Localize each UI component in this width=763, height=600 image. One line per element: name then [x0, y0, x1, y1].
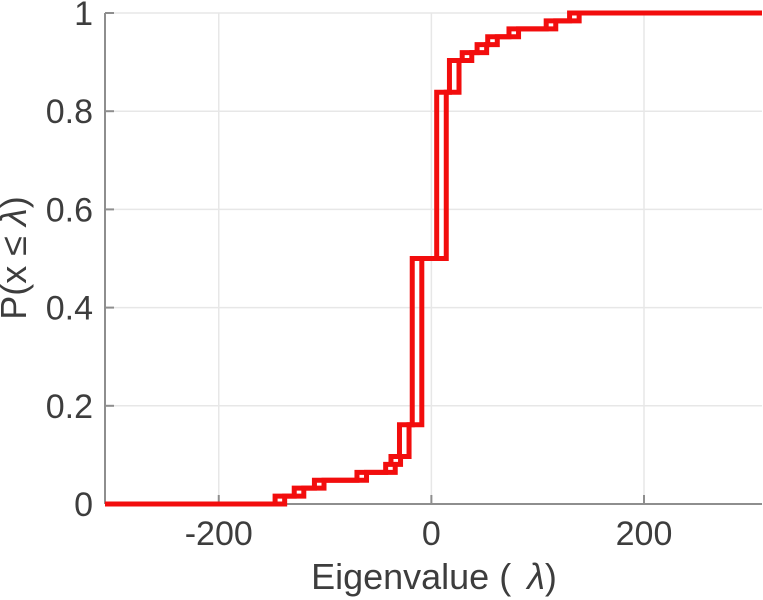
y-axis-label-close: ) [0, 196, 34, 208]
y-tick-label: 0.8 [46, 93, 93, 131]
y-tick-label: 0.4 [46, 290, 93, 328]
lambda-symbol: λ [0, 208, 34, 228]
y-tick-label: 0.2 [46, 388, 93, 426]
x-tick-label: -200 [185, 515, 253, 553]
y-tick-label: 0 [74, 486, 93, 524]
series-layer [105, 10, 762, 507]
y-tick-label: 0.6 [46, 191, 93, 229]
y-axis-label: P(x ≤ λ) [0, 196, 34, 319]
x-axis-label-close: ) [545, 556, 557, 597]
x-axis-label: Eigenvalue ( λ) [311, 556, 557, 597]
x-tick-label: 0 [422, 515, 441, 553]
y-tick-label: 1 [74, 0, 93, 33]
tick-labels-layer: -200 0 200 0 0.2 0.4 0.6 0.8 1 [46, 0, 673, 553]
lambda-symbol: λ [525, 556, 545, 597]
y-axis-label-text: P(x ≤ [0, 226, 34, 320]
ecdf-curve-2 [105, 10, 762, 507]
x-tick-label: 200 [616, 515, 673, 553]
x-axis-label-text: Eigenvalue ( [311, 556, 511, 597]
